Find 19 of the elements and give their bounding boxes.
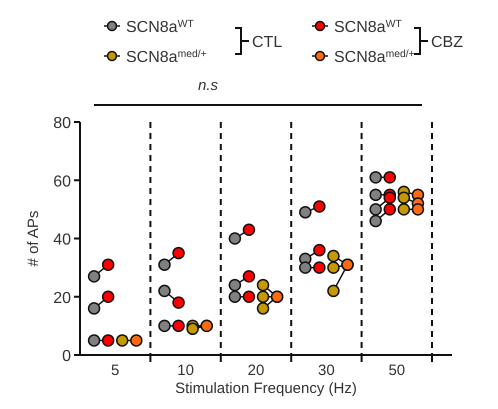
text: CTL	[252, 34, 282, 51]
legend-label: SCN8a$^{med/+}$	[126, 48, 207, 66]
y-tick-label: 0	[62, 348, 72, 365]
x-tick-label: 30	[318, 362, 335, 379]
y-tick-label: 40	[53, 232, 72, 248]
x-tick-label: 10	[177, 362, 194, 379]
legend-label: SCN8a$^{WT}$	[126, 18, 194, 36]
legend-label: SCN8a$^{med/+}$	[334, 48, 415, 66]
y-tick-label: 80	[53, 115, 72, 132]
y-tick-label: 20	[53, 290, 72, 307]
y-tick-label: 60	[53, 173, 72, 190]
x-tick-label: 5	[111, 362, 120, 379]
x-axis-title: Stimulation Frequency (Hz)	[175, 380, 357, 397]
legend-label: SCN8a$^{WT}$	[334, 18, 402, 36]
x-tick-label: 50	[388, 362, 406, 379]
text: CBZ	[431, 34, 464, 51]
y-axis-title: # of APs	[25, 210, 42, 266]
text: n.s	[198, 77, 218, 94]
x-tick-label: 20	[248, 362, 264, 379]
